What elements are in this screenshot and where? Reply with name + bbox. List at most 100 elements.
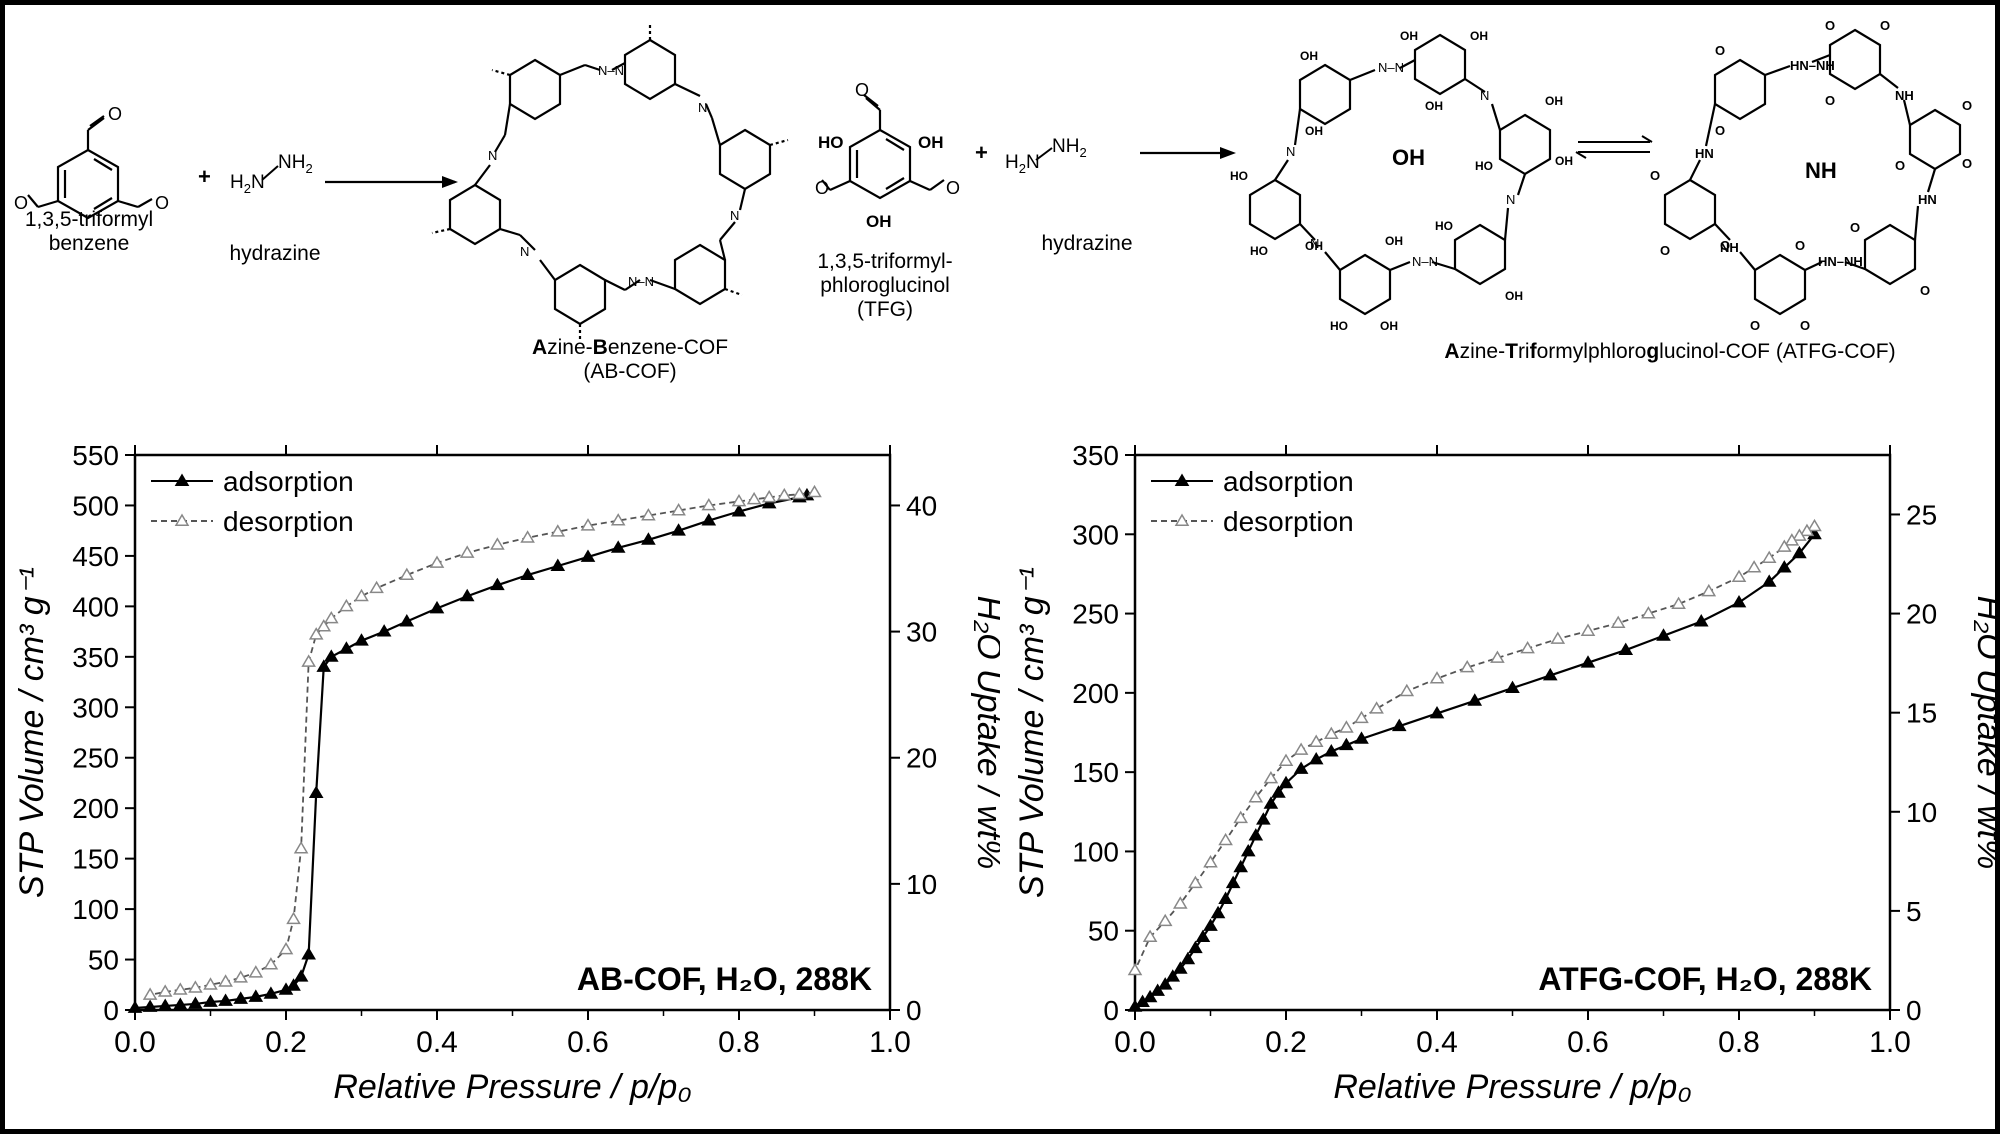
data-point-adsorption [641,532,656,545]
y2-tick-label: 0 [1906,995,1922,1026]
x-tick-label: 0.8 [1718,1026,1760,1059]
atfg-cof-oh-structure [1248,33,1552,316]
data-point-desorption [248,965,264,978]
svg-text:OH: OH [1545,94,1563,108]
data-point-adsorption [339,641,354,654]
data-point-desorption [459,545,475,558]
y-tick-label: 200 [72,793,119,824]
svg-text:NH: NH [1895,88,1914,103]
data-point-desorption [323,610,339,624]
data-point-desorption [580,518,596,531]
atfg-azine-5: N [1310,236,1319,251]
data-point-adsorption [301,947,316,960]
y-tick-label: 50 [88,945,119,976]
data-point-adsorption [1157,977,1173,990]
data-point-adsorption [293,969,309,982]
data-point-desorption [218,974,233,987]
data-point-adsorption [1467,693,1483,706]
data-point-adsorption [1693,614,1709,627]
data-point-desorption [1641,606,1656,619]
data-point-adsorption [1240,843,1256,857]
data-point-desorption [1399,683,1415,697]
y2-tick-label: 10 [1906,797,1937,828]
data-point-adsorption [550,558,566,571]
svg-text:O: O [1650,168,1660,183]
data-point-adsorption [1210,905,1226,919]
x-axis-label: Relative Pressure / p/p₀ [1333,1068,1691,1106]
data-point-adsorption [308,785,324,798]
data-point-desorption [550,524,566,537]
atfg-azine-1: N–N [1378,60,1404,75]
data-point-adsorption [490,577,505,591]
legend-marker-desorption [174,513,190,526]
data-point-adsorption [1172,961,1188,974]
data-point-desorption [1746,560,1762,573]
x-tick-label: 1.0 [869,1026,911,1059]
data-point-desorption [520,530,535,543]
data-point-adsorption [671,523,686,536]
data-point-desorption [1218,832,1233,846]
plus-sign-1: + [198,164,211,189]
svg-text:HN: HN [1695,146,1714,161]
svg-text:HN–NH: HN–NH [1818,254,1863,269]
data-point-desorption [1550,631,1566,644]
y2-tick-label: 25 [1906,499,1937,530]
data-point-adsorption [172,997,188,1010]
data-point-desorption [1701,583,1717,597]
reactant3-label: 1,3,5-triformyl- phloroglucinol (TFG) [810,250,960,322]
data-point-desorption [1761,550,1777,564]
data-point-desorption [308,627,324,640]
tfg-oh-1: HO [818,133,844,152]
data-point-desorption [1369,701,1384,714]
reactant1-label-line1: 1,3,5-triformyl [24,208,154,231]
plot-frame [133,453,892,1012]
data-point-desorption [1807,518,1822,532]
data-point-desorption [731,493,747,507]
y-tick-label: 400 [72,591,119,622]
svg-text:O: O [1825,93,1835,108]
data-point-desorption [1731,569,1747,583]
data-point-adsorption [1618,642,1634,655]
legend-label-desorption: desorption [223,506,354,537]
svg-text:O: O [1895,158,1905,173]
data-point-desorption [263,957,279,970]
tfg-o-top: O [855,80,869,100]
data-point-adsorption [1218,891,1233,904]
data-point-desorption [701,497,717,511]
data-point-adsorption [1293,761,1309,774]
svg-text:OH: OH [1505,289,1523,303]
y2-axis-label: H₂O Uptake / wt% [1970,596,1995,870]
ab-cof-isotherm-chart: 0.0 0.2 0.4 0.6 0.8 1.00501001502002503003504… [13,440,1000,1106]
x-tick-label: 0.2 [265,1026,307,1059]
plus-sign-2: + [975,140,988,165]
azine-n-2: N [698,100,707,115]
data-point-adsorption [1761,574,1777,587]
data-point-adsorption [286,978,301,991]
data-point-adsorption [1429,705,1445,719]
ring-label-oh: OH [1392,145,1425,170]
data-point-desorption [1671,596,1686,610]
data-point-adsorption [1339,737,1354,751]
x-tick-label: 1.0 [1869,1026,1911,1059]
svg-text:O: O [1750,318,1760,333]
chart-annotation: ATFG-COF, H₂O, 288K [1538,961,1872,997]
y-tick-label: 500 [72,490,119,521]
data-point-desorption [1293,742,1309,755]
azine-n-1: N–N [598,63,624,78]
data-point-adsorption [580,549,596,562]
data-point-desorption [1580,623,1596,636]
data-point-adsorption [1505,680,1520,694]
x-tick-label: 0.6 [567,1026,609,1059]
svg-text:OH: OH [1305,124,1323,138]
svg-text:O: O [1825,18,1835,33]
data-point-adsorption [157,998,173,1011]
y-tick-label: 450 [72,541,119,572]
series-line-adsorption [1134,533,1816,1008]
y-tick-label: 250 [72,743,119,774]
ab-cof-fullname: Azine-Benzene-COF [531,336,729,359]
y-axis-label: STP Volume / cm³ g⁻¹ [1013,567,1051,898]
azine-n-4: N–N [628,274,654,289]
data-point-desorption [233,970,249,983]
svg-text:O: O [1660,243,1670,258]
data-point-desorption [490,537,505,550]
